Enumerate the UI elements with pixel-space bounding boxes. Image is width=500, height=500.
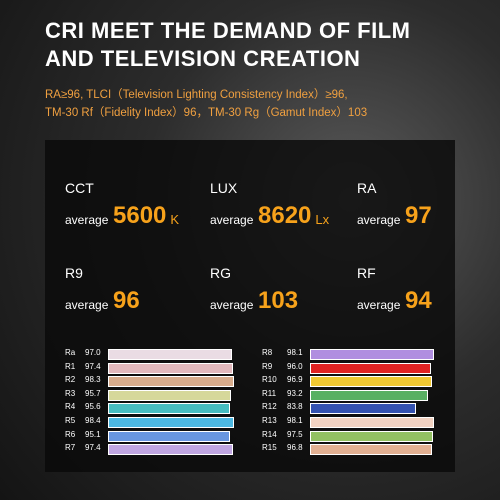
cri-name: R4 [65,402,76,412]
cri-name: R8 [262,348,273,357]
cri-name: Ra [65,348,76,357]
cri-name: R3 [65,388,76,398]
cri-bar [108,376,234,388]
cri-bar [108,362,233,374]
cri-value: 83.8 [287,402,303,412]
metric-label: LUX [210,180,238,196]
cri-value: 98.4 [85,416,101,425]
metric-label: RG [210,265,231,281]
cri-name: R11 [262,388,277,398]
metric-value: 5600 [113,202,167,229]
metric-label: R9 [65,265,83,281]
cri-value: 96.8 [287,443,303,453]
cri-name: R6 [65,429,76,439]
metric-value: 94 [405,287,432,314]
cri-value: 96.0 [287,361,303,371]
cri-name: R12 [262,402,277,412]
cri-bar [108,389,231,401]
metric-prefix: average [65,213,109,227]
cri-bar [108,444,233,456]
cri-bar [310,389,428,401]
panel [45,140,455,472]
cri-bar [310,403,416,415]
cri-name: R5 [65,416,76,425]
cri-name: R1 [65,361,76,371]
cri-value: 95.6 [85,402,101,412]
metric-value: 8620 [258,202,312,229]
metric-prefix: average [210,298,254,312]
cri-bar [310,430,433,442]
cri-name: R15 [262,443,277,453]
cri-name: R2 [65,375,76,385]
cri-value: 95.1 [85,429,101,439]
cri-value: 98.1 [287,416,303,425]
metric-unit: K [170,212,180,227]
metric-label: RF [357,265,376,281]
cri-name: R10 [262,375,277,385]
metric-prefix: average [357,298,401,312]
metric-value: 96 [113,287,140,314]
cri-bar [108,417,234,428]
cri-value: 93.2 [287,388,303,398]
cri-value: 98.1 [287,348,303,357]
cri-value: 97.4 [85,361,101,371]
cri-value: 97.5 [287,429,303,439]
metric-value: 97 [405,202,432,229]
metric-label: RA [357,180,377,196]
subtitle: TM-30 Rf（Fidelity Index）96，TM-30 Rg（Gamu… [45,107,368,119]
cri-bar [310,376,433,388]
metric-label: CCT [65,180,94,196]
cri-name: R14 [262,429,277,439]
metric-value: 103 [258,287,299,314]
title: AND TELEVISION CREATION [45,46,361,71]
cri-value: 95.7 [85,388,101,398]
cri-value: 97.0 [85,348,101,357]
cri-bar [310,362,432,374]
cri-name: R7 [65,443,76,453]
cri-value: 96.9 [287,375,303,385]
cri-bar [310,444,433,456]
metric-prefix: average [65,298,109,312]
cri-bar [108,403,231,415]
cri-name: R9 [262,361,273,371]
cri-bar [108,430,230,442]
cri-bar [108,349,233,360]
metric-prefix: average [210,213,254,227]
cri-bar [310,417,434,428]
cri-bar [310,349,434,360]
metric-prefix: average [357,213,401,227]
title: CRI MEET THE DEMAND OF FILM [45,18,411,43]
cri-value: 97.4 [85,443,101,453]
cri-value: 98.3 [85,375,101,385]
subtitle: RA≥96, TLCI（Television Lighting Consiste… [45,89,348,101]
cri-name: R13 [262,416,277,425]
metric-unit: Lx [315,212,330,227]
